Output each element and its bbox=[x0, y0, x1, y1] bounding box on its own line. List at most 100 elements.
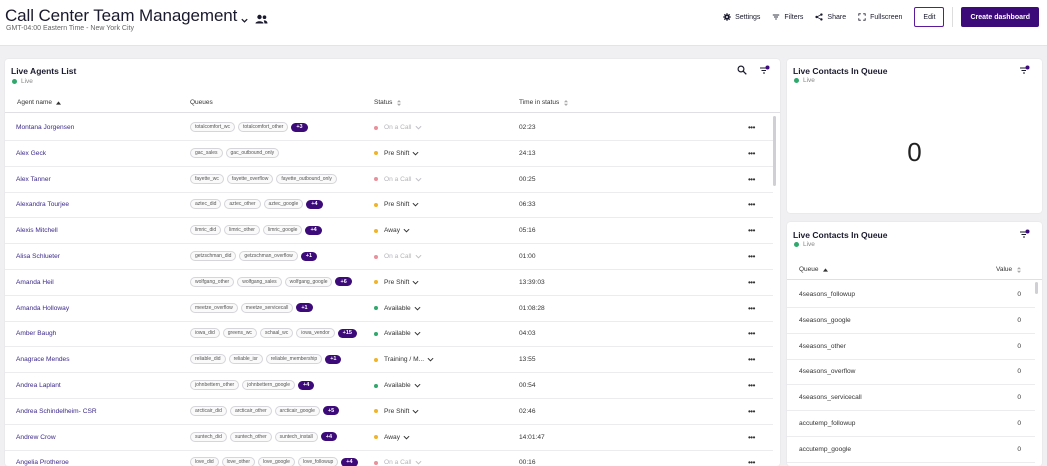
table-row[interactable]: 4seasons_other 0 bbox=[787, 334, 1035, 360]
more-actions-icon[interactable]: ••• bbox=[748, 148, 755, 158]
sort-icon bbox=[1017, 266, 1022, 273]
agent-name-link[interactable]: Anagrace Mendes bbox=[16, 356, 70, 364]
agent-name-link[interactable]: Alexis Mitchell bbox=[16, 227, 58, 235]
table-row[interactable]: Alisa Schlueter getzschman_did getzschman_… bbox=[5, 244, 773, 270]
agent-name-link[interactable]: Andrew Crow bbox=[16, 433, 56, 441]
column-header-agent[interactable]: Agent name bbox=[17, 99, 62, 106]
status-dropdown[interactable]: On a Call bbox=[374, 253, 422, 260]
table-row[interactable]: Alexandra Tourjee aztec_did aztec_other azt… bbox=[5, 192, 773, 219]
agents-scrollbar[interactable] bbox=[773, 116, 776, 186]
table-row[interactable]: 4seasons_overflow 0 bbox=[787, 359, 1035, 386]
search-icon[interactable] bbox=[737, 65, 747, 75]
column-header-status[interactable]: Status bbox=[374, 99, 402, 106]
more-queues-badge[interactable]: +6 bbox=[335, 277, 352, 287]
status-dropdown[interactable]: Away bbox=[374, 227, 410, 234]
status-dropdown[interactable]: Pre Shift bbox=[374, 201, 419, 208]
settings-button[interactable]: Settings bbox=[723, 13, 760, 21]
table-row[interactable]: Alex Geck gac_sales gac_outbound_only Pre S… bbox=[5, 141, 773, 167]
table-row[interactable]: 4seasons_followup 0 bbox=[787, 282, 1035, 308]
agent-name-link[interactable]: Alex Geck bbox=[16, 149, 47, 157]
more-actions-icon[interactable]: ••• bbox=[748, 432, 755, 442]
more-actions-icon[interactable]: ••• bbox=[748, 458, 755, 466]
agent-name-link[interactable]: Alexandra Tourjee bbox=[16, 201, 70, 209]
table-row[interactable]: accutemp_google 0 bbox=[787, 437, 1035, 463]
fullscreen-button[interactable]: Fullscreen bbox=[858, 13, 902, 21]
filters-button[interactable]: Filters bbox=[772, 13, 803, 21]
agent-name-link[interactable]: Montana Jorgensen bbox=[16, 124, 75, 131]
more-queues-badge[interactable]: +15 bbox=[337, 328, 357, 338]
status-dot-icon bbox=[374, 202, 378, 207]
table-row[interactable]: Amanda Heil wolfgang_other wolfgang_sales w… bbox=[5, 270, 773, 296]
table-row[interactable]: Andrew Crow suntech_did suntech_other sunte… bbox=[5, 425, 773, 451]
filter-icon[interactable] bbox=[1019, 65, 1030, 75]
edit-button[interactable]: Edit bbox=[914, 7, 945, 27]
status-dropdown[interactable]: On a Call bbox=[374, 124, 422, 131]
table-row[interactable]: 4seasons_google 0 bbox=[787, 308, 1035, 334]
filter-icon[interactable] bbox=[1019, 229, 1030, 239]
more-actions-icon[interactable]: ••• bbox=[748, 406, 755, 416]
more-queues-badge[interactable]: +4 bbox=[298, 380, 315, 390]
share-button[interactable]: Share bbox=[815, 13, 846, 21]
time-column-label: Time in status bbox=[519, 99, 560, 106]
chevron-down-icon[interactable] bbox=[240, 12, 249, 23]
more-actions-icon[interactable]: ••• bbox=[748, 123, 755, 132]
agent-name-link[interactable]: Andrea Laplant bbox=[16, 382, 61, 389]
table-row[interactable]: Alex Tanner fayette_wc fayette_overflow fay… bbox=[5, 167, 773, 193]
table-row[interactable]: Alexis Mitchell limric_did limric_other lim… bbox=[5, 218, 773, 245]
more-queues-badge[interactable]: +1 bbox=[296, 303, 313, 313]
more-queues-badge[interactable]: +1 bbox=[300, 251, 318, 261]
status-dropdown[interactable]: Pre Shift bbox=[374, 408, 419, 415]
more-queues-badge[interactable]: +4 bbox=[306, 199, 323, 209]
more-actions-icon[interactable]: ••• bbox=[748, 329, 755, 339]
status-dot-icon bbox=[374, 254, 378, 259]
status-label: Training / M... bbox=[384, 356, 425, 364]
more-actions-icon[interactable]: ••• bbox=[748, 277, 755, 287]
table-row[interactable]: Montana Jorgensen totalcomfort_wc totalcom… bbox=[5, 115, 773, 141]
more-queues-badge[interactable]: +4 bbox=[305, 225, 322, 235]
more-actions-icon[interactable]: ••• bbox=[748, 226, 755, 236]
agent-name-link[interactable]: Amanda Heil bbox=[16, 278, 54, 286]
more-actions-icon[interactable]: ••• bbox=[748, 381, 755, 390]
table-row[interactable]: Amber Baugh iowa_did greens_wc schaal_wc iow… bbox=[5, 321, 773, 348]
table-row[interactable]: Angelia Protheroe love_did love_other love_… bbox=[5, 450, 773, 466]
table-row[interactable]: Andrea Schindelheim- CSR arcticair_did arc… bbox=[5, 399, 773, 425]
more-queues-badge[interactable]: +4 bbox=[341, 457, 358, 466]
table-row[interactable]: 4seasons_servicecall 0 bbox=[787, 385, 1035, 412]
status-dropdown[interactable]: On a Call bbox=[374, 176, 422, 183]
status-dropdown[interactable]: Available bbox=[374, 382, 421, 389]
table-row[interactable]: accutemp_followup 0 bbox=[787, 411, 1035, 437]
status-dropdown[interactable]: Pre Shift bbox=[374, 279, 419, 286]
table-row[interactable]: Andrea Laplant johnbettern_other johnbette… bbox=[5, 373, 773, 399]
table-row[interactable]: Anagrace Mendes reliable_did reliable_isr r… bbox=[5, 347, 773, 374]
status-dot-icon bbox=[374, 331, 378, 336]
agent-name-link[interactable]: Amanda Holloway bbox=[16, 304, 70, 312]
filter-icon[interactable] bbox=[759, 65, 770, 75]
more-actions-icon[interactable]: ••• bbox=[748, 355, 755, 365]
more-actions-icon[interactable]: ••• bbox=[748, 174, 755, 184]
people-icon[interactable] bbox=[255, 11, 268, 24]
more-queues-badge[interactable]: +5 bbox=[322, 406, 340, 416]
column-header-value[interactable]: Value bbox=[996, 266, 1022, 273]
more-queues-badge[interactable]: +1 bbox=[325, 354, 342, 364]
more-actions-icon[interactable]: ••• bbox=[748, 200, 755, 210]
agent-name-link[interactable]: Alisa Schlueter bbox=[16, 253, 60, 260]
more-actions-icon[interactable]: ••• bbox=[748, 303, 755, 313]
agent-name-link[interactable]: Andrea Schindelheim- CSR bbox=[16, 407, 97, 415]
status-dropdown[interactable]: On a Call bbox=[374, 459, 422, 466]
agent-name-link[interactable]: Angelia Protheroe bbox=[16, 459, 69, 466]
more-actions-icon[interactable]: ••• bbox=[748, 252, 755, 261]
create-dashboard-button[interactable]: Create dashboard bbox=[961, 7, 1039, 27]
status-dropdown[interactable]: Pre Shift bbox=[374, 150, 419, 157]
status-dropdown[interactable]: Available bbox=[374, 330, 421, 337]
queue-scrollbar[interactable] bbox=[1035, 282, 1038, 294]
agent-name-link[interactable]: Amber Baugh bbox=[16, 330, 57, 338]
status-dropdown[interactable]: Training / M... bbox=[374, 356, 434, 363]
table-row[interactable]: Amanda Holloway meetze_overflow meetze_ser… bbox=[5, 296, 773, 322]
status-dropdown[interactable]: Away bbox=[374, 434, 410, 441]
column-header-time[interactable]: Time in status bbox=[519, 99, 569, 106]
more-queues-badge[interactable]: +4 bbox=[320, 432, 338, 442]
status-dropdown[interactable]: Available bbox=[374, 305, 421, 312]
agent-name-link[interactable]: Alex Tanner bbox=[16, 175, 51, 183]
more-queues-badge[interactable]: +3 bbox=[291, 122, 308, 132]
column-header-queue[interactable]: Queue bbox=[799, 266, 828, 273]
